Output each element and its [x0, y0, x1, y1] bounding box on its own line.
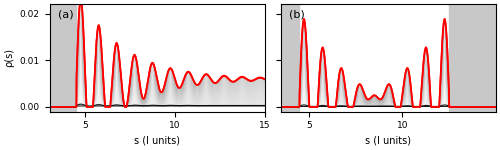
Bar	[50, 4, 76, 112]
X-axis label: s (l units): s (l units)	[134, 136, 180, 146]
Text: (a): (a)	[58, 10, 74, 20]
X-axis label: s (l units): s (l units)	[366, 136, 412, 146]
Bar	[449, 4, 496, 112]
Y-axis label: ρ(s): ρ(s)	[4, 48, 14, 67]
Text: (b): (b)	[290, 10, 305, 20]
Bar	[281, 4, 299, 112]
